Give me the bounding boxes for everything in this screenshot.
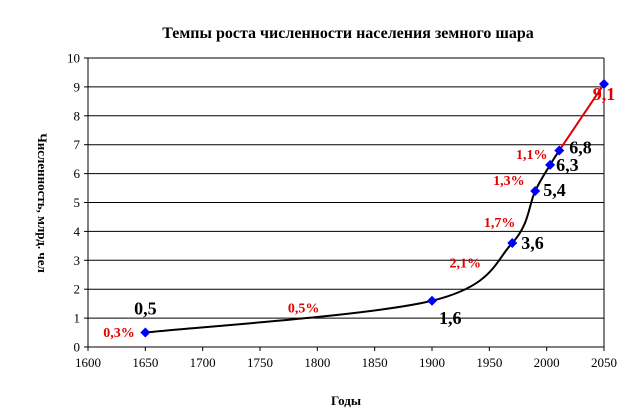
y-tick-label: 10 — [67, 51, 80, 66]
y-tick-label: 1 — [74, 311, 81, 326]
data-point — [140, 327, 151, 338]
chart-title: Темпы роста численности населения земног… — [162, 25, 534, 42]
y-tick-label: 5 — [74, 195, 81, 210]
growth-rate-label: 0,3% — [103, 326, 135, 341]
x-tick-label: 1700 — [190, 355, 216, 370]
y-tick-label: 4 — [74, 224, 81, 239]
data-markers — [140, 79, 609, 338]
series-line-1 — [558, 83, 605, 152]
value-label: 6,8 — [569, 137, 592, 157]
x-tick-label: 1950 — [476, 355, 502, 370]
y-tick-label: 9 — [74, 79, 81, 94]
data-point — [554, 145, 565, 156]
x-tick-label: 2050 — [591, 355, 617, 370]
y-tick-label: 0 — [74, 340, 81, 355]
value-label: 6,3 — [556, 155, 579, 175]
value-label: 3,6 — [521, 233, 544, 253]
x-tick-label: 1800 — [304, 355, 330, 370]
value-label: 0,5 — [134, 299, 157, 319]
growth-rate-annotations: 0,3% 0,5% 2,1% 1,7% 1,3% 1,1% — [103, 148, 547, 341]
y-tick-label: 3 — [74, 253, 81, 268]
gridlines — [88, 57, 604, 319]
value-label: 5,4 — [543, 180, 566, 200]
value-labels: 0,5 1,6 3,6 5,4 6,36,8 9,1 — [134, 84, 615, 328]
x-axis-label: Годы — [331, 393, 361, 408]
growth-rate-label: 1,1% — [516, 148, 548, 163]
growth-rate-label: 2,1% — [450, 257, 482, 272]
data-point — [530, 185, 541, 196]
y-axis-ticks: 0 1 2 3 4 5 6 7 8 9 10 — [67, 51, 88, 355]
growth-rate-label: 1,7% — [484, 216, 516, 231]
x-axis-ticks: 1600 1650 1700 1750 1800 1850 1900 1950 2000 2050 — [75, 347, 617, 370]
value-label: 1,6 — [439, 308, 462, 328]
x-tick-label: 1650 — [132, 355, 158, 370]
x-tick-label: 2000 — [534, 355, 560, 370]
y-tick-label: 2 — [74, 282, 81, 297]
x-tick-label: 1900 — [419, 355, 445, 370]
data-point — [427, 295, 437, 306]
y-tick-label: 7 — [74, 137, 81, 152]
data-point — [599, 79, 609, 90]
growth-rate-label: 0,5% — [288, 301, 320, 316]
x-tick-label: 1600 — [75, 355, 101, 370]
value-label: 9,1 — [593, 84, 616, 104]
data-point — [545, 159, 556, 170]
growth-rate-label: 1,3% — [493, 174, 525, 189]
data-point — [507, 237, 518, 248]
y-tick-label: 6 — [74, 166, 81, 181]
x-tick-label: 1750 — [247, 355, 273, 370]
y-axis-label: Численность, млрд. чел — [35, 133, 50, 273]
y-tick-label: 8 — [74, 108, 81, 123]
series-lines — [145, 83, 605, 334]
x-tick-label: 1850 — [362, 355, 388, 370]
